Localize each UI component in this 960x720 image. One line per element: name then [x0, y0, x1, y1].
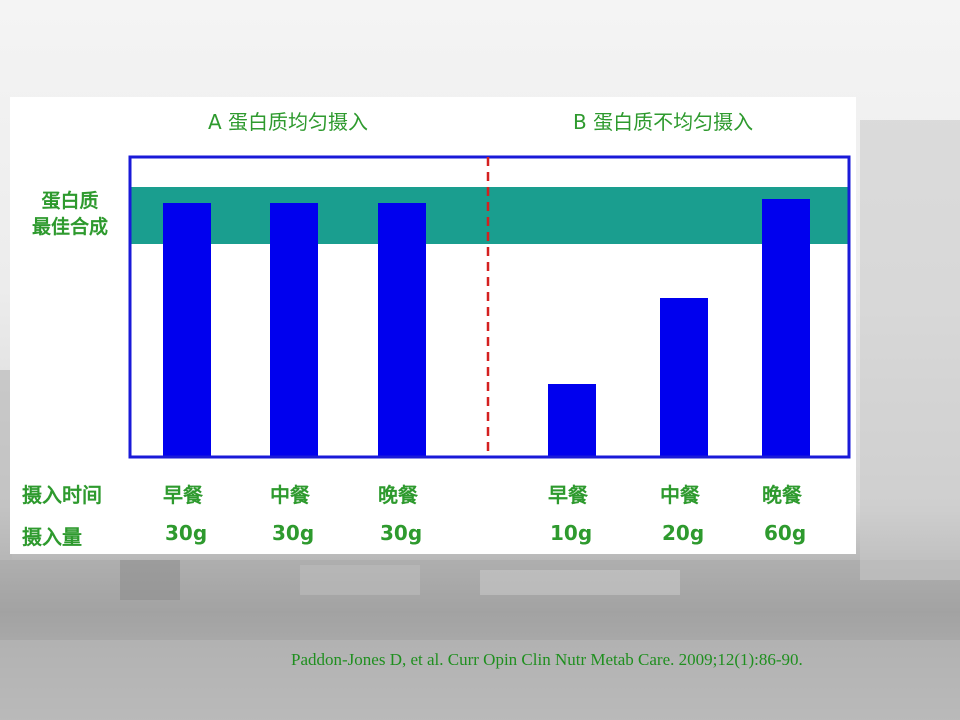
amount-label-b-1: 10g [550, 521, 593, 545]
amount-label-b-2: 20g [662, 521, 705, 545]
plot-frame [128, 155, 851, 459]
meal-tick-b-1: 早餐 [548, 483, 588, 507]
bar-b-3 [762, 199, 810, 457]
chart-panel [10, 97, 856, 554]
panel-b-title: B 蛋白质不均匀摄入 [573, 110, 754, 134]
amount-label-a-1: 30g [165, 521, 208, 545]
row-label-amount: 摄入量 [22, 525, 82, 549]
optimal-band [130, 187, 849, 244]
meal-tick-b-3: 晚餐 [762, 483, 802, 507]
amount-label-b-3: 60g [764, 521, 807, 545]
row-label-time: 摄入时间 [22, 483, 102, 507]
amount-label-a-2: 30g [272, 521, 315, 545]
meal-tick-a-1: 早餐 [163, 483, 203, 507]
meal-tick-a-2: 中餐 [270, 483, 310, 507]
bar-a-2 [270, 203, 318, 457]
meal-tick-a-3: 晚餐 [378, 483, 418, 507]
bar-b-1 [548, 384, 596, 457]
band-label: 蛋白质 最佳合成 [20, 188, 120, 240]
panel-a-title: A 蛋白质均匀摄入 [208, 110, 369, 134]
citation: Paddon-Jones D, et al. Curr Opin Clin Nu… [291, 650, 803, 669]
bar-a-3 [378, 203, 426, 457]
amount-label-a-3: 30g [380, 521, 423, 545]
meal-tick-b-2: 中餐 [660, 483, 700, 507]
band-label-line1: 蛋白质 [41, 190, 99, 212]
bar-b-2 [660, 298, 708, 457]
band-label-line2: 最佳合成 [31, 216, 108, 238]
bar-a-1 [163, 203, 211, 457]
